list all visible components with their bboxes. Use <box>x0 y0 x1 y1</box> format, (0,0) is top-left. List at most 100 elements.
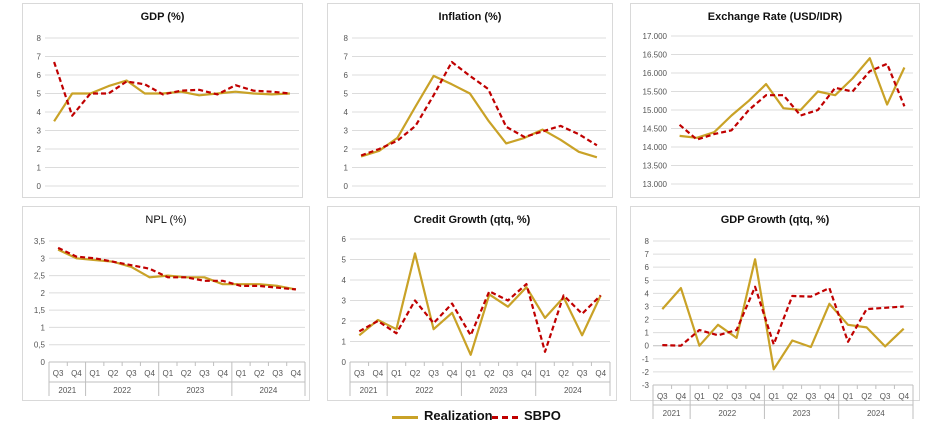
credit-ytick-label: 1 <box>342 338 347 347</box>
gdpgrowth-series-sbpo-line <box>662 285 904 347</box>
credit-ytick-label: 5 <box>342 256 347 265</box>
gdp-growth-chart-svg: -3 -2 -1 0 1 2 3 4 5 6 7 8 Q3 Q4 Q1 Q2 Q3 Q4 Q1 Q2 Q3 Q4 Q1 Q2 Q… <box>642 237 914 419</box>
npl-xtick-label: Q2 <box>254 369 265 378</box>
inflation-ytick-label: 1 <box>344 164 349 173</box>
inflation-ytick-label: 7 <box>344 53 349 62</box>
exchange-rate-chart-svg: 13.000 13.500 14.000 14.500 15.000 15.500 16.0… <box>643 32 913 189</box>
chart-legend: Realization SBPO <box>0 406 936 428</box>
inflation-ytick-label: 8 <box>344 34 349 43</box>
npl-xtick-label: Q3 <box>199 369 210 378</box>
gdpgrowth-ytick-label: 2 <box>645 316 650 325</box>
legend-item-realization: Realization <box>392 408 493 426</box>
gdpgrowth-xtick-label: Q1 <box>694 392 705 401</box>
npl-ytick-label: 3,5 <box>34 237 46 246</box>
credit-growth-chart-svg: 0 1 2 3 4 5 6 Q3 Q4 Q1 Q2 Q3 Q4 Q1 Q2 Q3 Q4 Q1 Q2 Q3 Q4 2021 2… <box>342 235 611 396</box>
inflation-ytick-label: 0 <box>344 182 349 191</box>
inflation-chart-title: Inflation (%) <box>438 11 502 23</box>
npl-xtick-label: Q3 <box>53 369 64 378</box>
credit-ytick-label: 3 <box>342 297 347 306</box>
npl-year-label: 2021 <box>58 386 76 395</box>
credit-xtick-label: Q4 <box>447 369 458 378</box>
npl-chart-svg: 0 0,5 1 1,5 2 2,5 3 3,5 Q3 Q4 Q1 Q2 Q3 Q4 Q1 Q2 Q3 Q4 Q1 Q2… <box>34 237 306 396</box>
gdpgrowth-year-label: 2022 <box>718 409 736 418</box>
inflation-chart-panel: Inflation (%) 0 1 2 3 4 5 6 7 8 <box>327 3 613 198</box>
gdp-ytick-label: 3 <box>37 127 42 136</box>
gdpgrowth-xtick-label: Q2 <box>787 392 798 401</box>
legend-swatch-realization <box>392 416 418 419</box>
credit-growth-chart-title: Credit Growth (qtq, %) <box>413 214 531 226</box>
gdp-ytick-label: 0 <box>37 182 42 191</box>
gdpgrowth-xtick-label: Q3 <box>731 392 742 401</box>
gdpgrowth-xtick-label: Q2 <box>713 392 724 401</box>
gdp-chart-svg: 0 1 2 3 4 5 6 7 8 <box>37 34 299 191</box>
npl-xtick-label: Q4 <box>144 369 155 378</box>
gdp-ytick-label: 8 <box>37 34 42 43</box>
npl-xtick-label: Q1 <box>163 369 174 378</box>
credit-ytick-label: 2 <box>342 317 347 326</box>
credit-xtick-label: Q4 <box>595 369 606 378</box>
gdpgrowth-xtick-label: Q4 <box>898 392 909 401</box>
inflation-ytick-label: 3 <box>344 127 349 136</box>
credit-ytick-label: 4 <box>342 276 347 285</box>
legend-label-sbpo: SBPO <box>524 408 561 423</box>
exchange-ytick-label: 16.500 <box>643 51 668 60</box>
gdpgrowth-year-label: 2023 <box>793 409 811 418</box>
exchange-ytick-label: 16.000 <box>643 69 668 78</box>
npl-series-realization-line <box>57 248 297 291</box>
gdpgrowth-xtick-label: Q4 <box>676 392 687 401</box>
gdpgrowth-year-label: 2021 <box>663 409 681 418</box>
npl-year-label: 2024 <box>260 386 278 395</box>
inflation-series-realization-line <box>360 74 598 159</box>
gdpgrowth-xtick-label: Q3 <box>806 392 817 401</box>
credit-xtick-label: Q1 <box>465 369 476 378</box>
npl-xtick-label: Q2 <box>181 369 192 378</box>
gdpgrowth-year-label: 2024 <box>867 409 885 418</box>
exchange-rate-chart-panel: Exchange Rate (USD/IDR) 13.000 13.500 14.0… <box>630 3 920 198</box>
gdpgrowth-ytick-label: 4 <box>645 289 650 298</box>
npl-ytick-label: 2 <box>41 289 46 298</box>
npl-xtick-label: Q3 <box>126 369 137 378</box>
exchange-ytick-label: 13.500 <box>643 162 668 171</box>
gdpgrowth-ytick-label: -1 <box>642 355 650 364</box>
credit-xtick-label: Q4 <box>373 369 384 378</box>
npl-ytick-label: 2,5 <box>34 272 46 281</box>
npl-xtick-label: Q4 <box>217 369 228 378</box>
inflation-ytick-label: 2 <box>344 145 349 154</box>
inflation-series-sbpo-line <box>360 60 598 157</box>
npl-year-label: 2023 <box>186 386 204 395</box>
npl-xtick-label: Q2 <box>108 369 119 378</box>
exchange-ytick-label: 17.000 <box>643 32 668 41</box>
gdp-chart-title: GDP (%) <box>140 11 185 23</box>
npl-series-sbpo-line <box>57 246 297 291</box>
credit-series-realization-line <box>358 252 602 356</box>
credit-series-sbpo-line <box>358 282 602 353</box>
npl-xtick-label: Q4 <box>291 369 302 378</box>
npl-xtick-label: Q1 <box>236 369 247 378</box>
npl-xtick-label: Q3 <box>272 369 283 378</box>
gdp-series-realization-line <box>53 79 290 122</box>
exchange-ytick-label: 13.000 <box>643 180 668 189</box>
gdp-ytick-label: 6 <box>37 71 42 80</box>
legend-item-sbpo: SBPO <box>492 408 572 426</box>
inflation-ytick-label: 5 <box>344 90 349 99</box>
exchange-series-realization-line <box>679 57 906 139</box>
credit-year-label: 2021 <box>360 386 378 395</box>
gdp-growth-chart-panel: GDP Growth (qtq, %) -3 -2 -1 0 1 2 3 4 5 6 7 8 Q3 Q4 Q… <box>630 206 920 419</box>
credit-xtick-label: Q3 <box>428 369 439 378</box>
npl-xtick-label: Q4 <box>71 369 82 378</box>
credit-year-label: 2024 <box>564 386 582 395</box>
credit-ytick-label: 0 <box>342 358 347 367</box>
credit-year-label: 2023 <box>490 386 508 395</box>
credit-ytick-label: 6 <box>342 235 347 244</box>
gdpgrowth-ytick-label: -3 <box>642 381 650 390</box>
gdpgrowth-xtick-label: Q3 <box>880 392 891 401</box>
credit-xtick-label: Q3 <box>577 369 588 378</box>
inflation-ytick-label: 6 <box>344 71 349 80</box>
exchange-ytick-label: 15.500 <box>643 88 668 97</box>
credit-year-label: 2022 <box>415 386 433 395</box>
legend-swatch-sbpo <box>492 416 518 419</box>
credit-growth-chart-panel: Credit Growth (qtq, %) 0 1 2 3 4 5 6 Q3 Q4 Q1 Q2 Q3… <box>327 206 617 401</box>
inflation-chart-svg: 0 1 2 3 4 5 6 7 8 <box>344 34 606 191</box>
credit-xtick-label: Q2 <box>484 369 495 378</box>
gdpgrowth-xtick-label: Q1 <box>843 392 854 401</box>
